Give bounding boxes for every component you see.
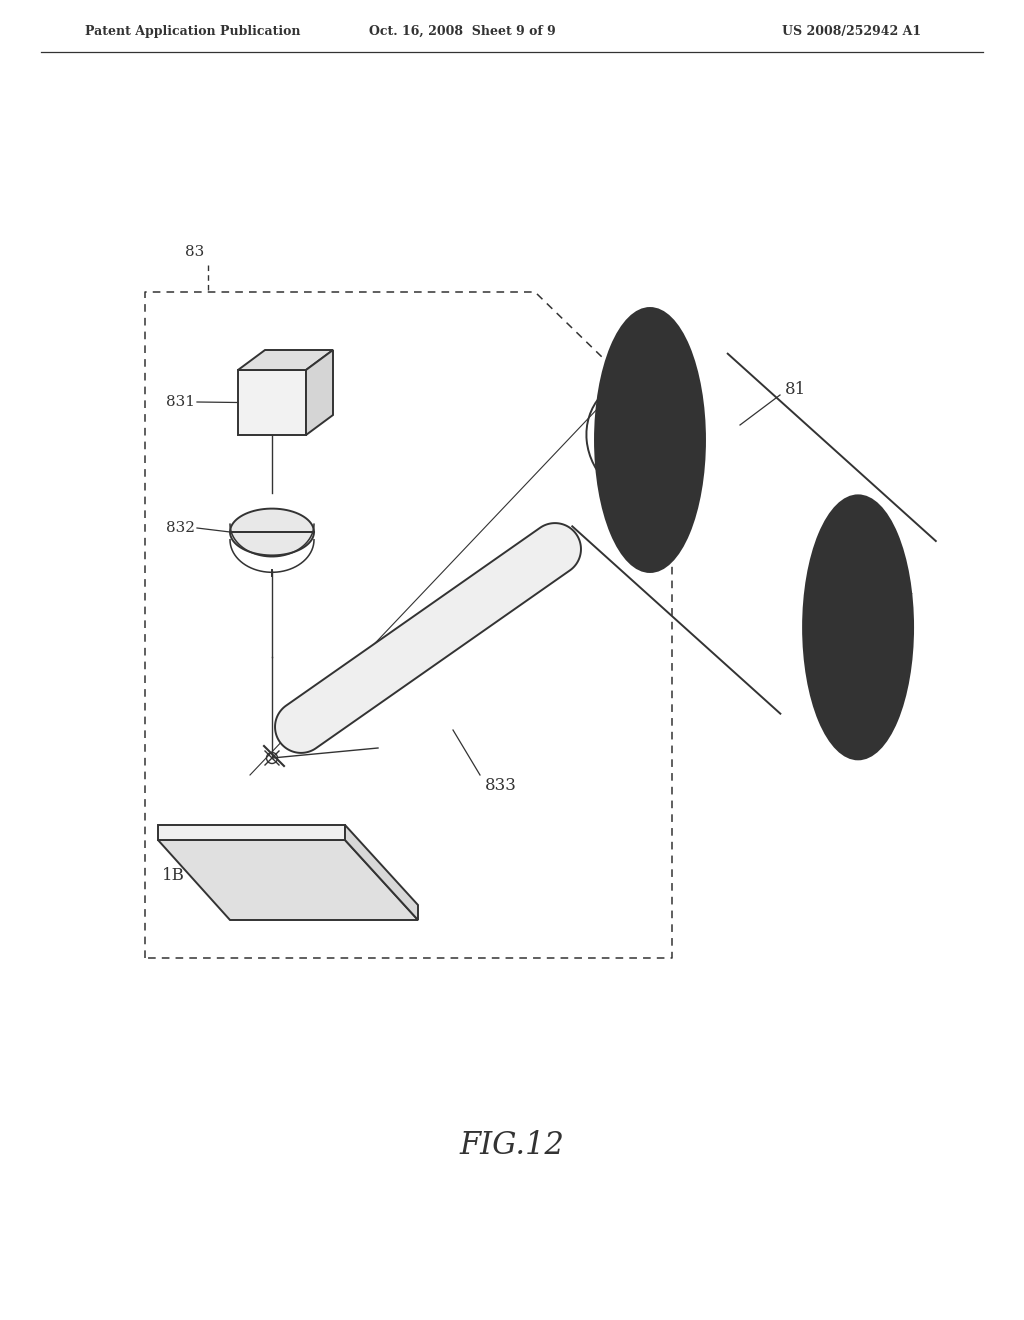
Polygon shape	[275, 523, 581, 752]
Polygon shape	[345, 825, 418, 920]
Polygon shape	[238, 370, 306, 436]
Text: 81: 81	[785, 381, 806, 399]
Ellipse shape	[595, 308, 705, 572]
Polygon shape	[158, 825, 345, 840]
Text: FIG.12: FIG.12	[460, 1130, 564, 1160]
Text: 832: 832	[166, 521, 195, 535]
Text: 831: 831	[166, 395, 195, 409]
Text: 833: 833	[485, 776, 517, 793]
Text: Oct. 16, 2008  Sheet 9 of 9: Oct. 16, 2008 Sheet 9 of 9	[369, 25, 555, 38]
Polygon shape	[306, 350, 333, 436]
Polygon shape	[230, 508, 314, 556]
Polygon shape	[158, 840, 418, 920]
Polygon shape	[238, 350, 333, 370]
Ellipse shape	[803, 495, 913, 759]
Text: Patent Application Publication: Patent Application Publication	[85, 25, 300, 38]
Text: 1B: 1B	[162, 866, 185, 883]
Text: US 2008/252942 A1: US 2008/252942 A1	[782, 25, 922, 38]
Text: 83: 83	[185, 246, 204, 259]
